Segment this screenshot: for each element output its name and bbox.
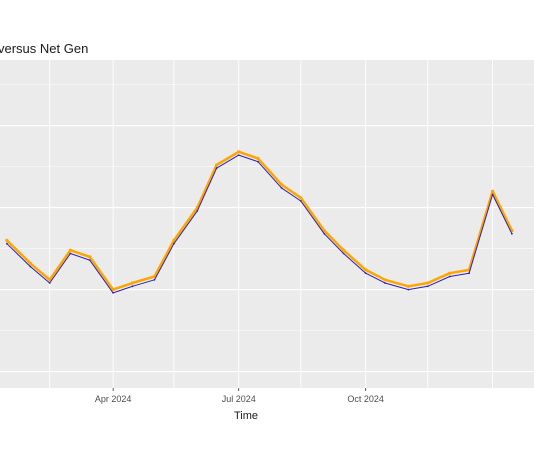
- series-point-1: [131, 285, 134, 288]
- series-point-1: [88, 259, 91, 261]
- series-point-0: [342, 248, 346, 252]
- series-point-0: [111, 288, 115, 292]
- series-point-1: [491, 193, 494, 196]
- x-axis-label: Time: [234, 410, 258, 422]
- series-point-1: [69, 252, 72, 255]
- series-point-0: [28, 261, 32, 265]
- series-point-1: [237, 154, 240, 157]
- series-point-1: [6, 242, 8, 245]
- series-point-1: [257, 160, 259, 163]
- series-point-1: [196, 210, 199, 212]
- series-layer: [5, 150, 514, 294]
- series-point-0: [68, 248, 72, 252]
- series-point-1: [173, 242, 175, 245]
- series-point-1: [323, 232, 326, 235]
- series-point-0: [448, 271, 452, 275]
- series-point-1: [280, 187, 283, 189]
- series-point-0: [364, 268, 368, 272]
- series-point-0: [299, 196, 303, 200]
- series-point-1: [48, 282, 51, 284]
- series-point-1: [407, 288, 410, 291]
- series-point-1: [364, 272, 367, 275]
- x-tick-label: Jul 2024: [222, 394, 256, 404]
- gridlines: [0, 60, 534, 388]
- plot-background: [0, 60, 534, 388]
- series-point-1: [29, 265, 32, 268]
- series-point-1: [384, 282, 386, 284]
- series-point-1: [426, 285, 429, 288]
- series-point-0: [48, 278, 52, 282]
- series-point-0: [130, 281, 135, 285]
- series-point-0: [256, 156, 260, 160]
- series-point-0: [88, 255, 92, 259]
- series-point-0: [237, 150, 241, 154]
- x-tick-label: Oct 2024: [347, 394, 384, 404]
- chart-title: versus Net Gen: [0, 41, 88, 56]
- series-point-0: [406, 284, 410, 288]
- series-point-0: [426, 281, 430, 285]
- series-point-0: [5, 238, 9, 242]
- series-point-0: [322, 229, 326, 233]
- x-axis-ticks: Apr 2024 Jul 2024 Oct 2024: [95, 388, 384, 404]
- series-point-1: [468, 272, 470, 275]
- series-point-0: [279, 183, 284, 187]
- series-point-1: [448, 275, 451, 278]
- x-tick-label: Apr 2024: [95, 394, 132, 404]
- series-point-1: [153, 278, 156, 281]
- series-point-0: [491, 189, 495, 193]
- series-point-1: [511, 232, 513, 235]
- series-point-1: [299, 200, 302, 202]
- series-point-0: [215, 163, 219, 167]
- series-point-0: [172, 238, 176, 242]
- series-point-0: [383, 278, 387, 282]
- series-point-1: [215, 167, 218, 170]
- series-point-1: [342, 252, 345, 255]
- series-point-1: [112, 292, 114, 294]
